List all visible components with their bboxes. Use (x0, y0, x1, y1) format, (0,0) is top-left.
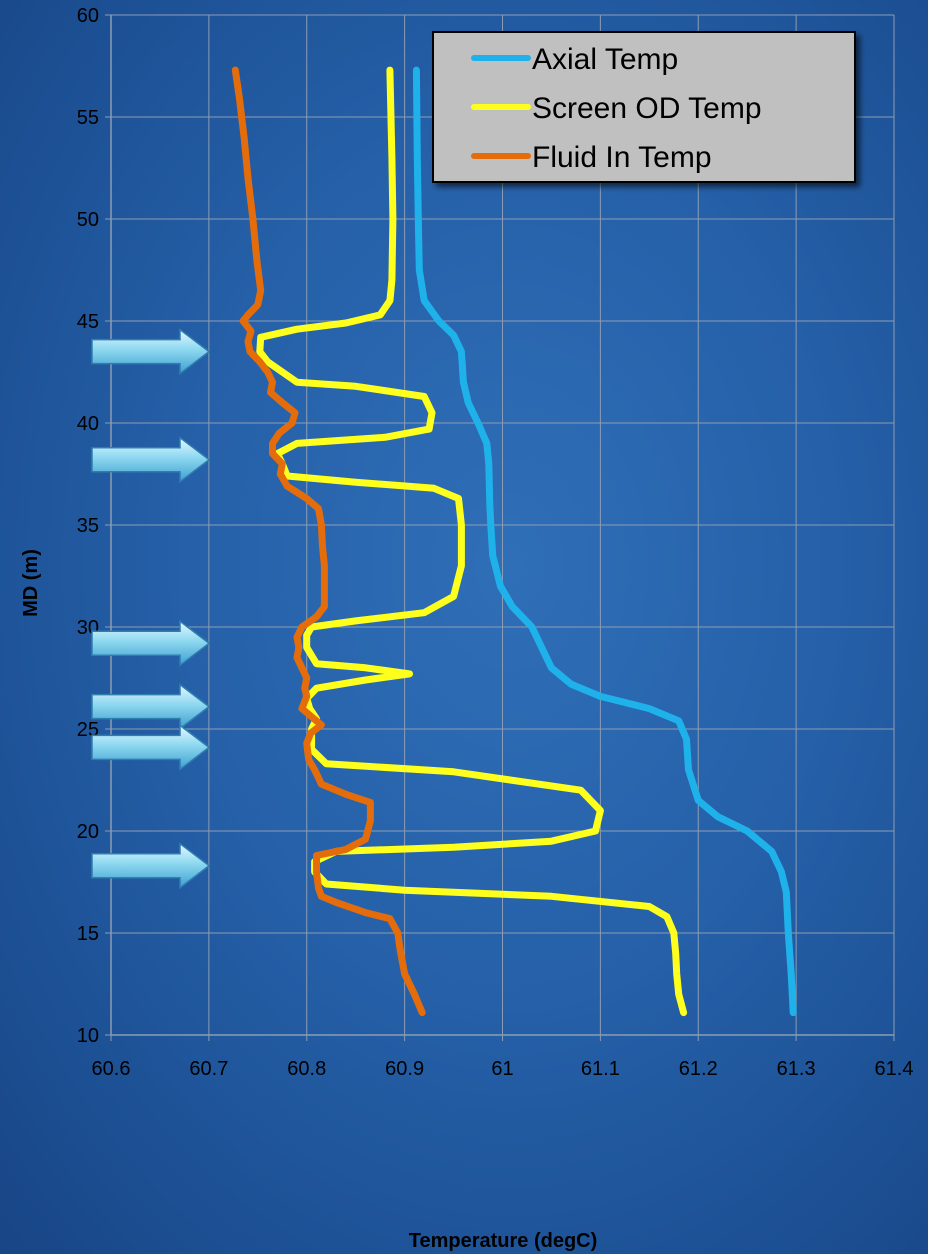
y-tick-label: 40 (77, 413, 99, 435)
y-tick-label: 45 (77, 311, 99, 333)
x-tick-label: 60.8 (287, 1058, 326, 1080)
y-tick-label: 50 (77, 209, 99, 231)
fluid-in-temp-line (231, 66, 426, 1017)
x-tick-label: 61.2 (679, 1058, 718, 1080)
series-lines (231, 66, 797, 1017)
x-tick-label: 61.4 (875, 1058, 914, 1080)
x-axis-label: Temperature (degC) (409, 1230, 598, 1252)
y-tick-label: 15 (77, 923, 99, 945)
legend: Axial Temp Screen OD Temp Fluid In Temp (432, 31, 856, 183)
arrow-marker (91, 723, 211, 771)
y-tick-label: 55 (77, 107, 99, 129)
legend-label-fluid: Fluid In Temp (532, 141, 712, 174)
arrow-marker (91, 328, 211, 376)
x-tick-label: 61.3 (777, 1058, 816, 1080)
x-tick-label: 60.9 (385, 1058, 424, 1080)
arrow-marker (91, 842, 211, 890)
arrow-markers (91, 328, 211, 890)
y-tick-label: 35 (77, 515, 99, 537)
arrow-marker (91, 619, 211, 667)
y-tick-label: 10 (77, 1025, 99, 1047)
axial-temp-line (412, 66, 797, 1017)
x-tick-label: 60.6 (92, 1058, 131, 1080)
legend-label-axial: Axial Temp (532, 43, 678, 76)
arrow-marker (91, 436, 211, 484)
x-tick-label: 60.7 (189, 1058, 228, 1080)
x-tick-labels: 60.6 60.7 60.8 60.9 61 61.1 61.2 61.3 61.4 (92, 1058, 914, 1080)
arrow-marker (91, 683, 211, 731)
y-tick-label: 20 (77, 821, 99, 843)
grid-lines (105, 14, 895, 1041)
y-tick-label: 60 (77, 5, 99, 27)
x-tick-label: 61 (491, 1058, 513, 1080)
x-tick-label: 61.1 (581, 1058, 620, 1080)
legend-label-screen: Screen OD Temp (532, 92, 762, 125)
y-axis-label: MD (m) (20, 549, 42, 617)
